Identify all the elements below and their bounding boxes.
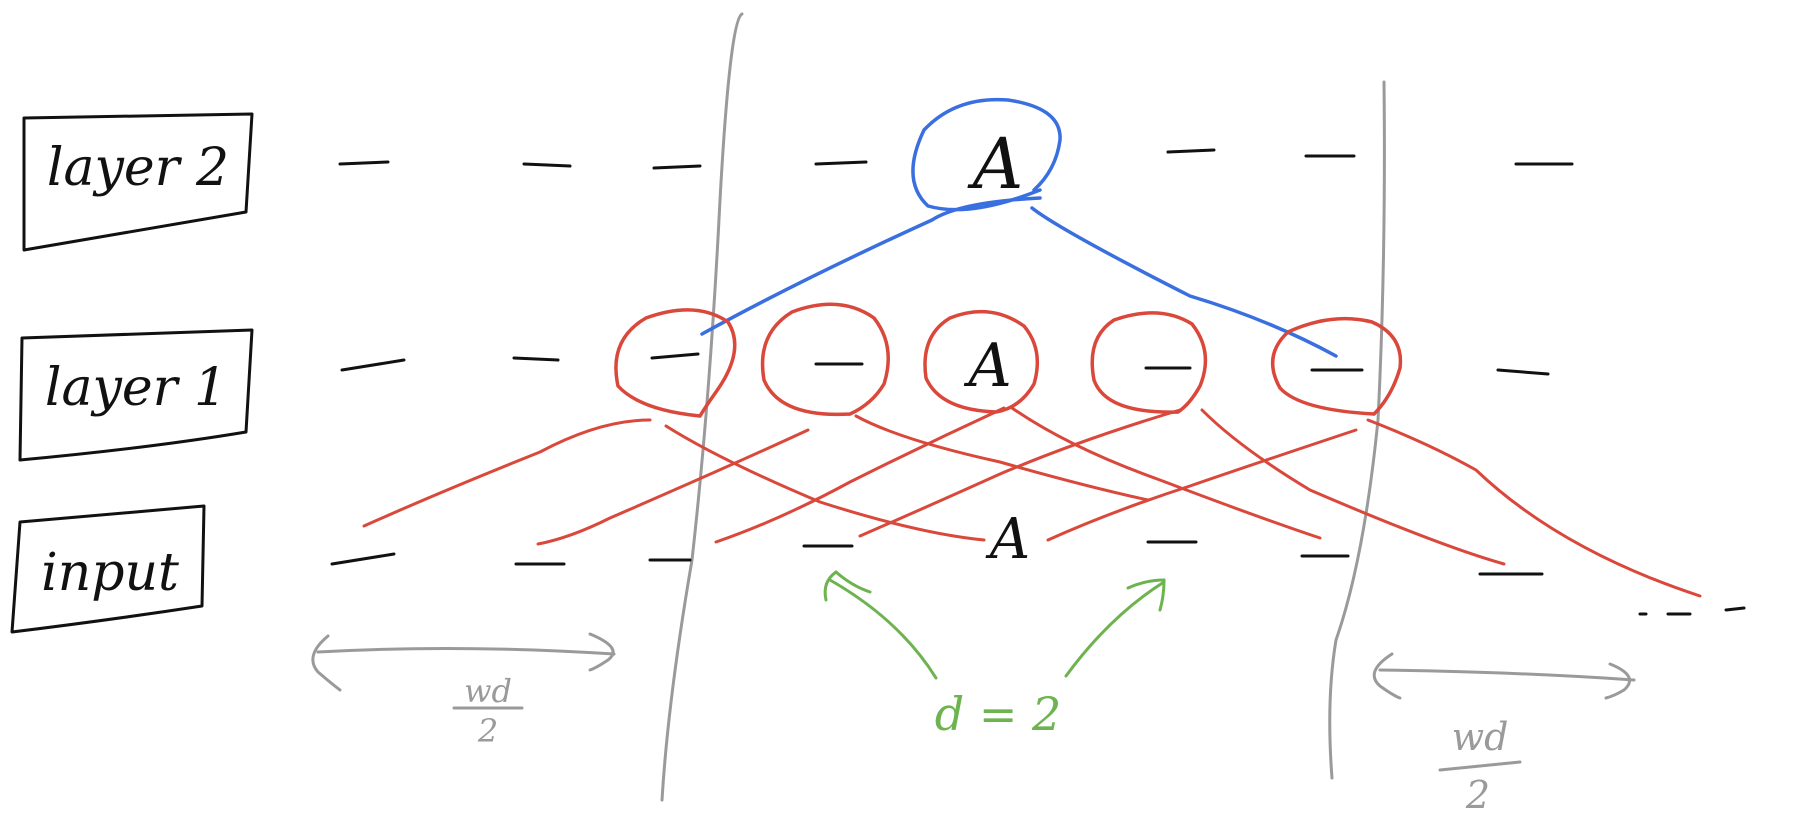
window-right-denominator: 2 [1465, 773, 1490, 817]
window-size-right [1372, 652, 1636, 772]
layer1-tokens [340, 352, 1550, 376]
window-left-numerator: wd [464, 672, 512, 710]
layer1-attention-edges [362, 406, 1702, 598]
input-tokens [330, 540, 1746, 616]
dilation-arrows [823, 570, 1166, 680]
layer-label-input: input [10, 504, 206, 634]
dilation-label: d = 2 [935, 687, 1062, 741]
layer1-focus-token: A [963, 331, 1011, 401]
layer2-attention [700, 97, 1338, 358]
window-left-denominator: 2 [477, 712, 498, 750]
window-size-left [311, 632, 616, 710]
layer-label-layer1: layer 1 [18, 328, 254, 462]
window-boundary-right [1328, 80, 1386, 780]
layer-label-text: layer 2 [47, 138, 229, 198]
layer2-focus-token: A [967, 123, 1024, 205]
layer2-tokens [338, 148, 1574, 170]
window-right-numerator: wd [1452, 715, 1509, 759]
layer1-attention-nodes [614, 302, 1403, 418]
layer-label-text: layer 1 [45, 358, 227, 418]
input-focus-token: A [985, 507, 1030, 572]
layer-label-text: input [41, 543, 179, 603]
window-boundary-left [660, 12, 744, 802]
layer-label-layer2: layer 2 [22, 112, 254, 252]
